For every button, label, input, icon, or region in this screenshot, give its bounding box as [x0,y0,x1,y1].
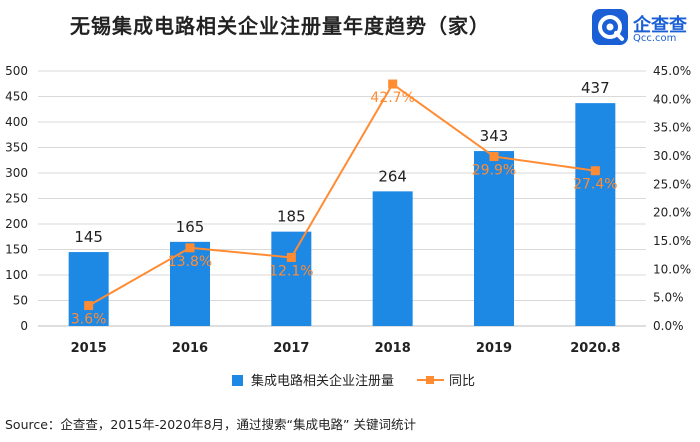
y-left-tick-label: 350 [5,141,28,155]
line-value-label: 12.1% [269,263,313,279]
line-value-label: 42.7% [370,90,414,106]
y-right-tick-label: 35.0% [653,121,691,135]
axes: 0 50 100 150 200 250 300 350 400 450 500 0.0% 5.0% 10… [5,64,691,356]
bar-value-label: 145 [74,228,103,246]
bar [68,252,109,326]
line-marker [590,166,600,176]
qcc-logo-icon [592,9,628,45]
y-left-tick-label: 250 [5,192,28,206]
bar-series [68,103,616,326]
line-value-label: 13.8% [168,254,212,270]
y-left-tick-label: 100 [5,268,28,282]
legend: 集成电路相关企业注册量 同比 [232,373,475,389]
gridlines [38,70,646,301]
y-left-tick-label: 150 [5,243,28,257]
x-tick-label: 2018 [375,341,411,356]
x-tick-label: 2015 [71,341,107,356]
y-right-tick-label: 10.0% [653,262,691,276]
line-value-label: 29.9% [472,163,516,179]
x-tick-label: 2016 [172,341,208,356]
y-left-tick-label: 500 [5,64,28,78]
line-series [84,79,600,311]
bar [372,191,413,326]
bar-value-label: 165 [176,218,205,236]
chart-title: 无锡集成电路相关企业注册量年度趋势（家） [70,14,490,38]
y-left-tick-label: 450 [5,90,28,104]
legend-bar-label: 集成电路相关企业注册量 [251,373,394,389]
y-left-tick-label: 200 [5,217,28,231]
y-right-tick-label: 40.0% [653,92,691,106]
y-right-tick-label: 30.0% [653,149,691,163]
logo-domain: Qcc.com [633,33,677,44]
x-tick-label: 2019 [476,341,512,356]
logo-name: 企查查 [633,15,687,36]
bar [575,103,616,326]
y-right-tick-label: 20.0% [653,206,691,220]
y-right-tick-label: 15.0% [653,234,691,248]
line-value-label: 3.6% [71,312,107,328]
legend-bar-swatch [232,375,243,386]
y-right-tick-label: 45.0% [653,64,691,78]
x-tick-label: 2017 [273,341,309,356]
y-left-tick-label: 0 [20,319,28,333]
y-right-tick-label: 0.0% [653,319,684,333]
bar-value-label: 264 [378,167,407,185]
bar-value-label: 343 [480,127,509,145]
data-labels: 145 165 185 264 343 437 3.6% 13.8% 12.1% 42.7% 29.… [71,79,618,327]
bar [474,151,514,326]
y-right-tick-label: 25.0% [653,177,691,191]
legend-line-label: 同比 [449,374,475,389]
line-marker [185,243,195,253]
bar-value-label: 437 [581,79,610,97]
y-left-tick-label: 50 [13,294,28,308]
line-marker [286,252,296,262]
bar [271,231,312,326]
y-left-tick-label: 300 [5,166,28,180]
line-marker [388,79,398,89]
x-tick-label: 2020.8 [570,341,620,356]
legend-line-marker [426,376,434,384]
line-marker [489,152,499,162]
line-marker [84,301,94,311]
line-value-label: 27.4% [573,177,617,193]
logo: 企查查 Qcc.com [591,8,691,50]
source-note: Source：企查查，2015年-2020年8月，通过搜索“集成电路” 关键词统… [5,417,416,432]
line-series-path [88,82,596,307]
bar-value-label: 185 [277,208,306,226]
y-right-tick-label: 5.0% [653,291,684,305]
y-left-tick-label: 400 [5,115,28,129]
